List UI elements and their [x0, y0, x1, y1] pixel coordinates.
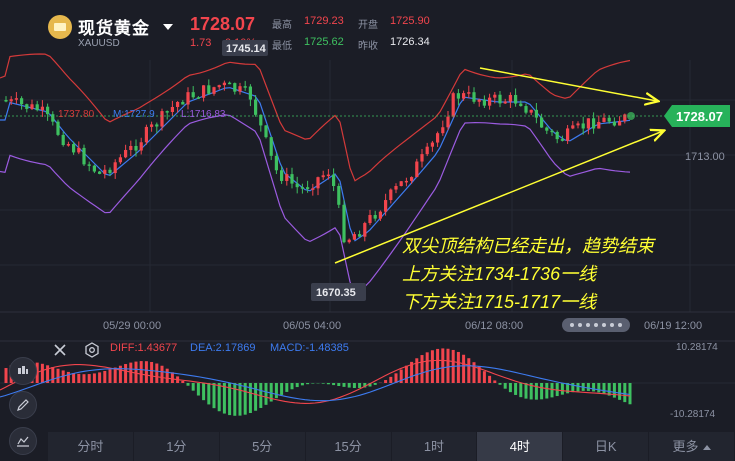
open-value: 1725.90 [390, 15, 430, 27]
tab-4hour[interactable]: 4时 [477, 432, 564, 461]
more-label: 更多 [672, 439, 699, 454]
lower-trendline [334, 131, 663, 264]
quote-header: 现货黄金 XAUUSD 1728.07 1.73 0.10% 最高 1729.2… [0, 0, 735, 56]
last-price: 1728.07 [190, 14, 256, 34]
macd-min-label: -10.28174 [670, 409, 716, 420]
macd-chart[interactable] [0, 340, 735, 432]
lower-band-readout: L:1716.83 [181, 109, 226, 120]
trough-label-box [311, 283, 366, 301]
instrument-title[interactable]: 现货黄金 [78, 19, 150, 38]
upper-band-line [0, 53, 631, 182]
line-chart-icon [17, 436, 29, 447]
lower-band-line [0, 114, 631, 296]
current-price-tag-text: 1728.07 [676, 109, 723, 124]
gold-bar-icon [48, 15, 72, 39]
macd-dea-readout: DEA:2.17869 [190, 342, 256, 354]
peak-label-box [222, 40, 268, 56]
annotation-line: 双尖顶结构已经走出，趋势结束 [402, 236, 654, 256]
tab-5min[interactable]: 5分 [220, 432, 306, 461]
x-axis-label: 06/05 04:00 [283, 320, 341, 332]
annotation-line: 下方关注1715-1717一线 [402, 292, 597, 312]
candlestick-chart[interactable]: 1728.07 1713.00 1737.80 M:1727.9 L:1716.… [0, 0, 735, 340]
macd-histogram [4, 348, 632, 416]
x-axis-label: 06/19 12:00 [644, 320, 702, 332]
tab-1min[interactable]: 1分 [134, 432, 220, 461]
caret-up-icon [702, 445, 711, 451]
high-value: 1729.23 [304, 15, 344, 27]
x-axis-label: 06/12 08:00 [465, 320, 523, 332]
price-change: 1.73 [190, 37, 212, 49]
macd-diff-line [0, 359, 631, 404]
x-axis-label: 05/29 00:00 [103, 320, 161, 332]
live-price-dot [627, 112, 635, 120]
upper-trendline [479, 67, 657, 101]
low-value: 1725.62 [304, 36, 344, 48]
trough-label: 1670.35 [316, 287, 356, 299]
macd-value-readout: MACD:-1.48385 [270, 342, 349, 354]
settings-icon[interactable] [84, 342, 100, 358]
chart-type-button[interactable] [8, 426, 38, 456]
macd-max-label: 10.28174 [676, 342, 718, 353]
low-label: 最低 [272, 41, 292, 52]
candles-icon [18, 366, 28, 374]
prev-close-label: 昨收 [358, 41, 378, 52]
macd-close-button[interactable] [52, 342, 68, 358]
pencil-icon [17, 399, 29, 411]
open-label: 开盘 [358, 20, 378, 31]
y-axis-label: 1713.00 [685, 151, 725, 163]
peak-label: 1745.14 [226, 43, 267, 55]
chart-grid [0, 60, 735, 312]
timeframe-bar: 分时 1分 5分 15分 1时 4时 日K 更多 [48, 432, 735, 461]
indicator-toggle-button[interactable] [8, 356, 38, 386]
tab-timeshare[interactable]: 分时 [48, 432, 134, 461]
draw-tool-button[interactable] [8, 390, 38, 420]
prev-close-value: 1726.34 [390, 36, 430, 48]
upper-band-readout: 1737.80 [58, 109, 95, 120]
tab-more[interactable]: 更多 [649, 432, 735, 461]
annotation-line: 上方关注1734-1736一线 [402, 264, 597, 284]
middle-band-readout: M:1727.9 [113, 109, 155, 120]
current-price-tag [664, 105, 730, 127]
tab-15min[interactable]: 15分 [306, 432, 392, 461]
tab-1hour[interactable]: 1时 [392, 432, 478, 461]
instrument-symbol: XAUUSD [78, 38, 120, 49]
scroll-handle-dots [570, 323, 622, 327]
macd-dea-line [0, 365, 631, 402]
tab-daily[interactable]: 日K [563, 432, 650, 461]
candle-series [4, 79, 627, 244]
high-label: 最高 [272, 20, 292, 31]
chevron-down-icon[interactable] [163, 24, 173, 30]
macd-diff-readout: DIFF:1.43677 [110, 342, 178, 354]
